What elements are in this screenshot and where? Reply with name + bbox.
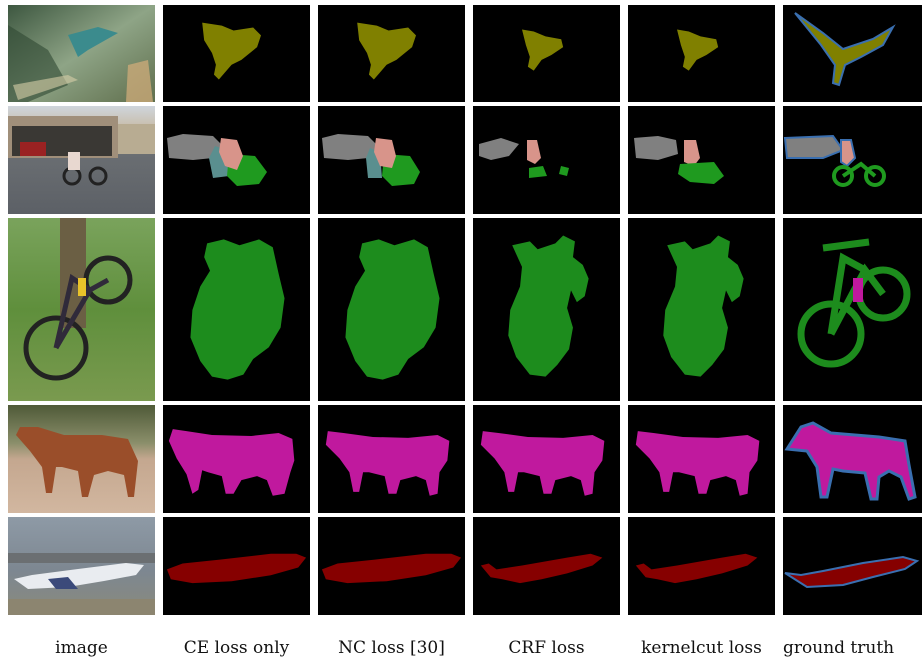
mask-airplane-crf — [473, 517, 620, 615]
caption-ce-loss: CE loss only — [183, 638, 290, 658]
mask-motorbike-gt — [783, 106, 922, 214]
row-person-motorbike — [8, 106, 922, 214]
mask-horse-nc — [318, 405, 465, 513]
caption-image: image — [55, 638, 108, 658]
mask-bicycle-crf — [473, 218, 620, 401]
mask-horse-ce — [163, 405, 310, 513]
mask-airplane-kernelcut — [628, 517, 775, 615]
mask-airplane-nc — [318, 517, 465, 615]
mask-bicycle-nc — [318, 218, 465, 401]
image-airplane-photo — [8, 517, 155, 615]
mask-bird-kernelcut — [628, 5, 775, 102]
mask-horse-kernelcut — [628, 405, 775, 513]
mask-motorbike-crf — [473, 106, 620, 214]
row-bird — [8, 5, 922, 102]
caption-nc-loss: NC loss [30] — [338, 638, 445, 658]
mask-bicycle-kernelcut — [628, 218, 775, 401]
mask-motorbike-kernelcut — [628, 106, 775, 214]
caption-ground-truth: ground truth — [783, 638, 895, 658]
mask-horse-gt — [783, 405, 922, 513]
row-airplane — [8, 517, 922, 615]
caption-kernelcut-loss: kernelcut loss — [641, 638, 762, 658]
mask-motorbike-nc — [318, 106, 465, 214]
mask-bird-ce — [163, 5, 310, 102]
caption-crf-loss: CRF loss — [508, 638, 585, 658]
mask-airplane-gt — [783, 517, 922, 615]
mask-bird-crf — [473, 5, 620, 102]
mask-bicycle-ce — [163, 218, 310, 401]
mask-airplane-ce — [163, 517, 310, 615]
image-bicycle-photo — [8, 218, 155, 401]
image-motorbike-photo — [8, 106, 155, 214]
mask-bird-nc — [318, 5, 465, 102]
mask-bicycle-gt — [783, 218, 922, 401]
image-bird-photo — [8, 5, 155, 102]
image-horse-photo — [8, 405, 155, 513]
mask-motorbike-ce — [163, 106, 310, 214]
mask-horse-crf — [473, 405, 620, 513]
row-horse — [8, 405, 922, 513]
row-bicycle — [8, 218, 922, 401]
mask-bird-gt — [783, 5, 922, 102]
